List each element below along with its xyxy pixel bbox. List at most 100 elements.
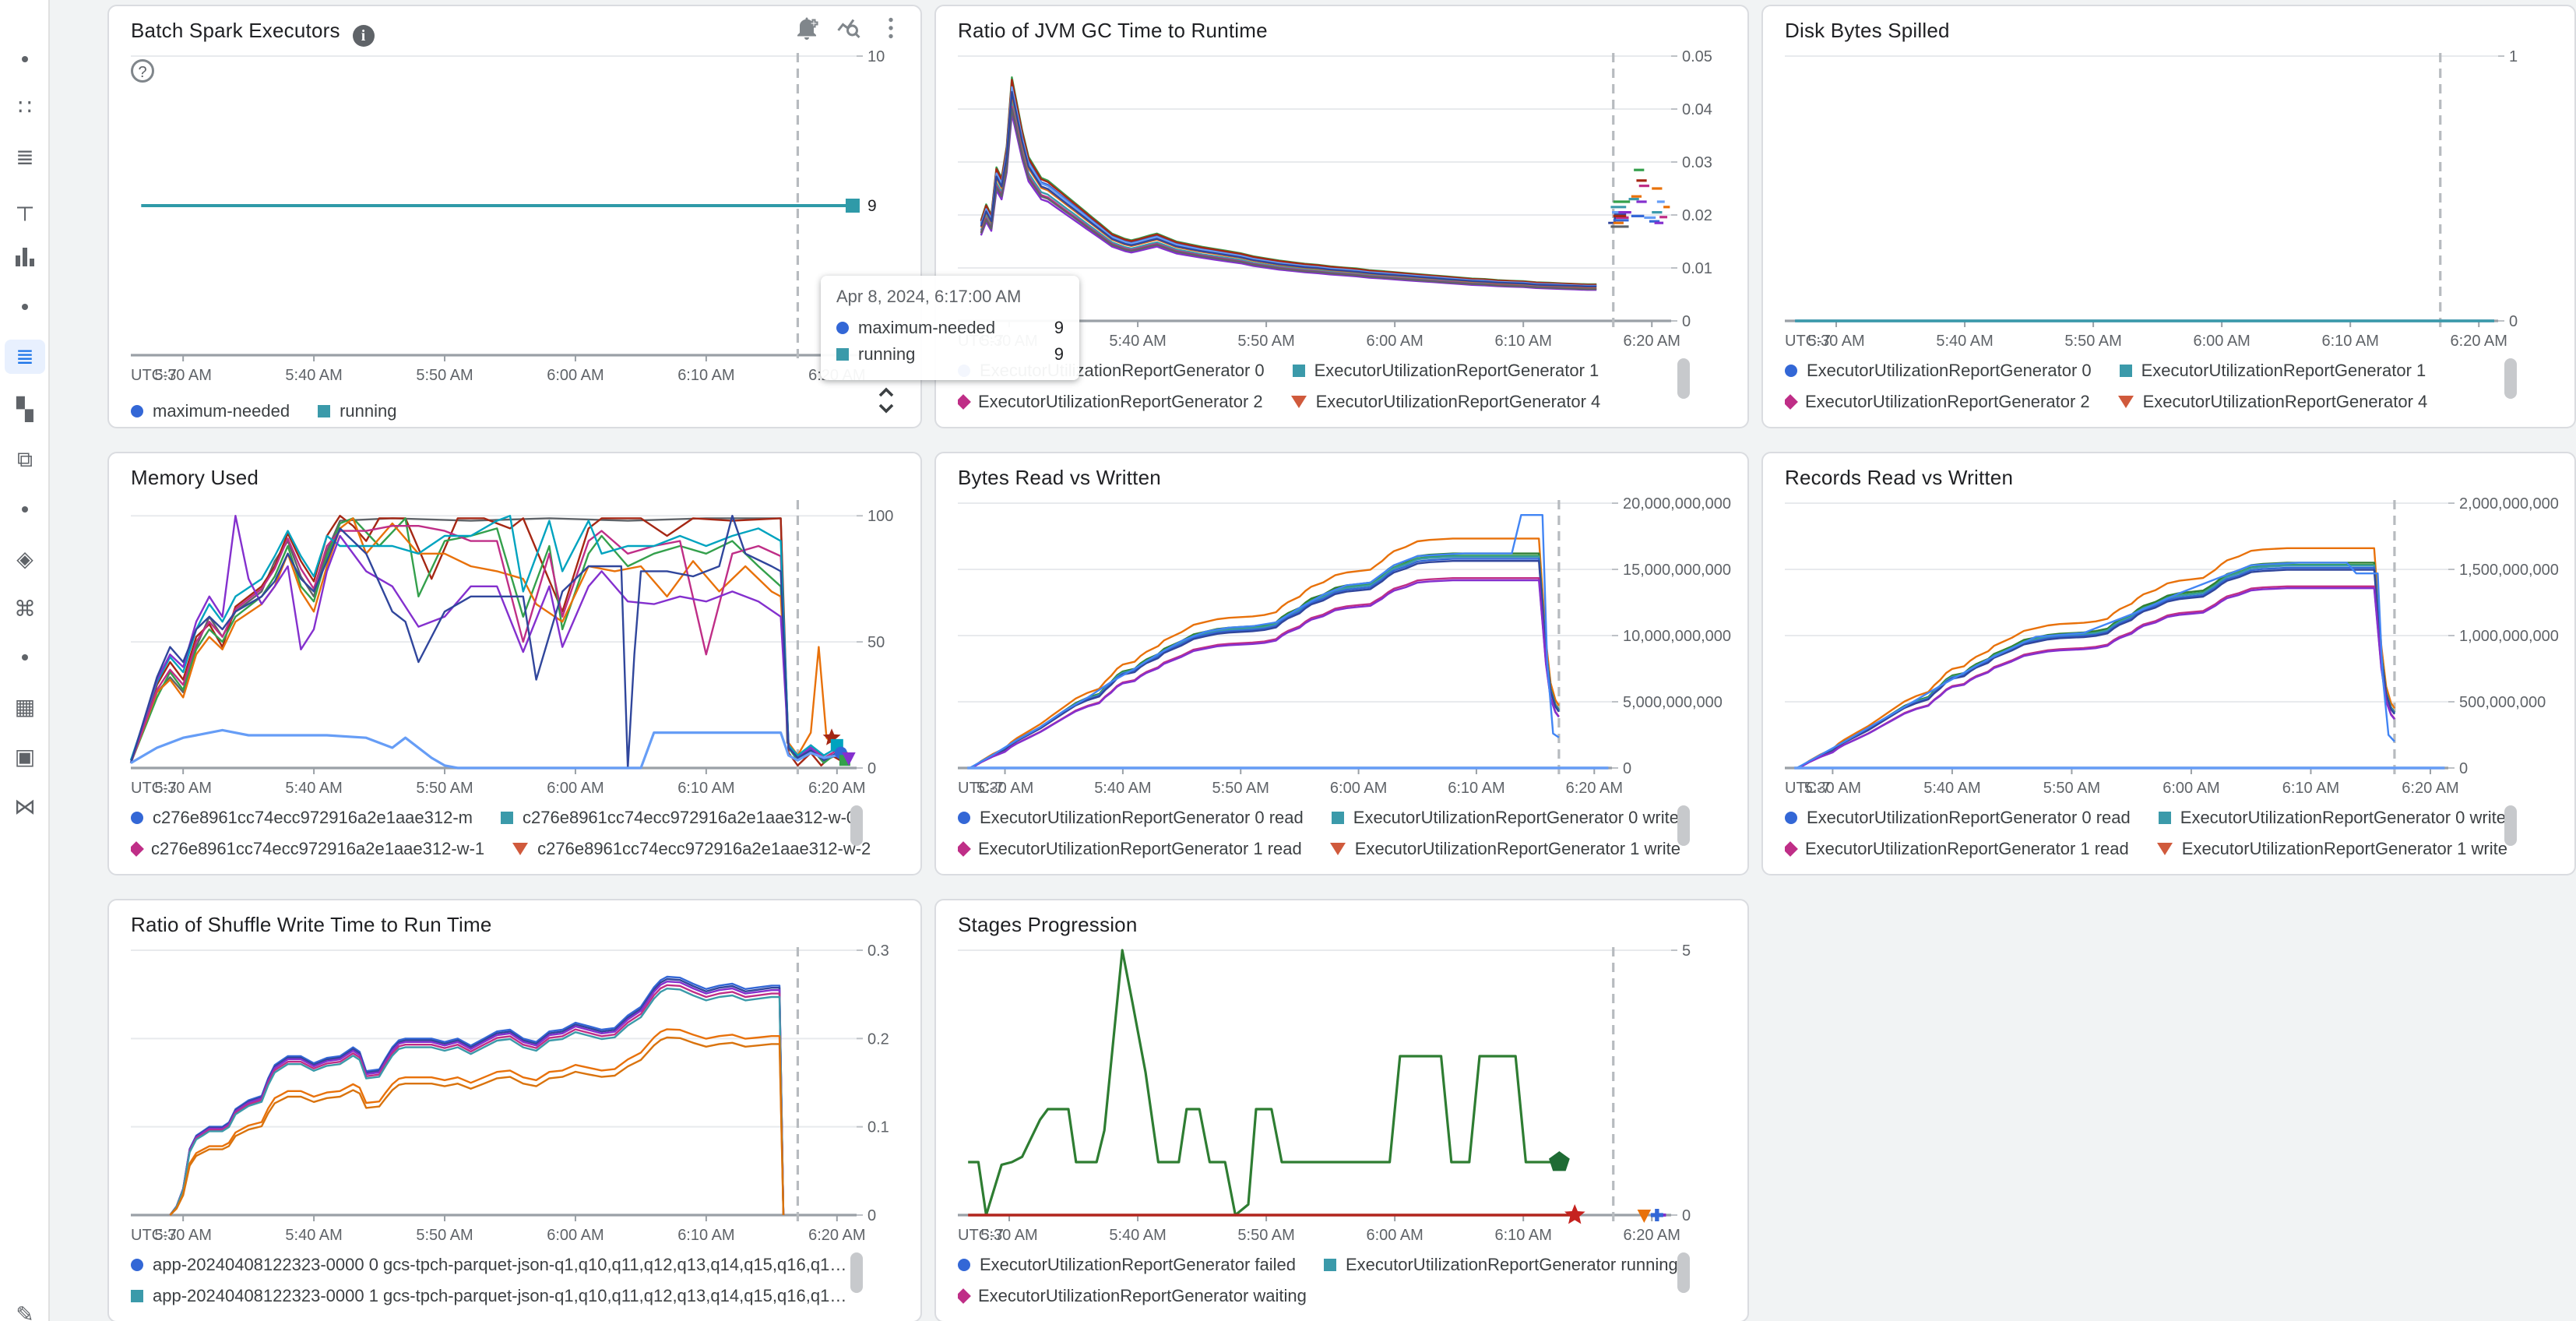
sidebar-item-nav-hierarchy[interactable]: ┬ bbox=[5, 190, 45, 224]
sidebar-item-nav-card[interactable]: ▣ bbox=[5, 740, 45, 774]
panel-title: Batch Spark Executors i bbox=[131, 19, 375, 47]
legend-item[interactable]: ExecutorUtilizationReportGenerator 4 bbox=[1290, 392, 1600, 412]
legend-item[interactable]: ExecutorUtilizationReportGenerator 0 bbox=[1785, 361, 2092, 381]
panel-header: Batch Spark Executors i bbox=[109, 6, 920, 47]
legend-item[interactable]: ExecutorUtilizationReportGenerator 1 bbox=[1292, 361, 1599, 381]
legend-item[interactable]: ExecutorUtilizationReportGenerator waiti… bbox=[958, 1286, 1307, 1306]
chart-plot-bytes-read-written[interactable]: 20,000,000,000 15,000,000,000 10,000,000,0… bbox=[936, 494, 1749, 805]
legend-label: c276e8961cc74ecc972916a2e1aae312-m bbox=[153, 808, 473, 827]
panel-header: Disk Bytes Spilled bbox=[1763, 6, 2574, 47]
svg-text:UTC-7: UTC-7 bbox=[131, 367, 177, 384]
sidebar-item-nav-layers[interactable]: ◈ bbox=[5, 542, 45, 576]
legend-diamond-marker bbox=[958, 394, 971, 410]
legend-item[interactable]: ExecutorUtilizationReportGenerator 0 wri… bbox=[1331, 808, 1679, 828]
panel-header: Records Read vs Written bbox=[1763, 453, 2574, 494]
legend-item[interactable]: ExecutorUtilizationReportGenerator 4 bbox=[2117, 392, 2427, 412]
svg-text:6:10 AM: 6:10 AM bbox=[677, 367, 734, 384]
chart-legend: ExecutorUtilizationReportGenerator 0 Exec… bbox=[1785, 355, 2427, 417]
sidebar-item-nav-blocks[interactable]: ▚ bbox=[5, 393, 45, 427]
legend-item[interactable]: ExecutorUtilizationReportGenerator 0 wri… bbox=[2158, 808, 2506, 828]
legend-square-marker bbox=[2119, 365, 2132, 377]
sidebar-item-nav-bookmark[interactable]: ⋈ bbox=[5, 790, 45, 824]
chart-legend: ExecutorUtilizationReportGenerator 0 rea… bbox=[958, 802, 1680, 865]
legend-item[interactable]: ExecutorUtilizationReportGenerator 1 bbox=[2119, 361, 2426, 381]
svg-text:20,000,000,000: 20,000,000,000 bbox=[1623, 495, 1731, 513]
chart-plot-jvm-gc-ratio[interactable]: 0.050.040.030.020.010UTC-75:30 AM5:40 AM… bbox=[936, 47, 1749, 358]
legend-item[interactable]: ExecutorUtilizationReportGenerator 1 rea… bbox=[958, 839, 1302, 859]
legend-item[interactable]: ExecutorUtilizationReportGenerator 1 wri… bbox=[1329, 839, 1680, 859]
legend-label: ExecutorUtilizationReportGenerator 1 wri… bbox=[1354, 839, 1680, 858]
legend-expand-toggle[interactable] bbox=[877, 386, 896, 414]
sidebar-item-nav-charts[interactable] bbox=[5, 240, 45, 274]
svg-text:5:50 AM: 5:50 AM bbox=[1212, 780, 1269, 797]
legend-item[interactable]: app-20240408122323-0000 1 gcs-tpch-parqu… bbox=[131, 1286, 855, 1306]
sidebar-item-nav-groups[interactable]: ∷ bbox=[5, 90, 45, 125]
layers-icon: ◈ bbox=[16, 547, 33, 571]
svg-text:5:40 AM: 5:40 AM bbox=[1094, 780, 1151, 797]
svg-text:50: 50 bbox=[867, 634, 885, 651]
legend-item[interactable]: ExecutorUtilizationReportGenerator 1 wri… bbox=[2156, 839, 2507, 859]
svg-text:UTC-7: UTC-7 bbox=[958, 780, 1004, 797]
svg-text:6:20 AM: 6:20 AM bbox=[808, 1227, 865, 1244]
chart-plot-shuffle-write-ratio[interactable]: 0.3 0.2 0.1 0 UTC-75:30 AM 5:40 AM 5:50 AM 6:00… bbox=[109, 941, 922, 1252]
hub-icon: ⌘ bbox=[14, 597, 36, 621]
legend-item[interactable]: c276e8961cc74ecc972916a2e1aae312-w-0 bbox=[501, 808, 856, 828]
svg-text:5:30 AM: 5:30 AM bbox=[154, 780, 211, 797]
sidebar-item-nav-flow[interactable]: ⧉ bbox=[5, 442, 45, 477]
sidebar-item-nav-compose[interactable]: ✎ bbox=[5, 1298, 45, 1321]
legend-square-marker bbox=[1331, 812, 1344, 824]
help-icon[interactable]: ? bbox=[131, 59, 154, 83]
legend-item[interactable]: ExecutorUtilizationReportGenerator faile… bbox=[958, 1255, 1296, 1275]
sidebar-item-nav-network[interactable]: ⌘ bbox=[5, 592, 45, 626]
chart-plot-stages-progression[interactable]: 5 0 UTC-75:30 AM 5:40 AM 5:50 AM 6:00 AM 6:10 … bbox=[936, 941, 1749, 1252]
legend-scrollbar[interactable] bbox=[2504, 358, 2517, 399]
blocks-icon: ▚ bbox=[16, 397, 33, 421]
sidebar-item-nav-dot-3[interactable] bbox=[5, 492, 45, 527]
legend-triangle-marker bbox=[1290, 396, 1307, 408]
chart-plot-batch-spark-executors[interactable]: 108UTC-75:30 AM5:40 AM5:50 AM6:00 AM6:10… bbox=[109, 47, 922, 393]
sidebar-item-nav-dot-4[interactable] bbox=[5, 640, 45, 675]
chart-plot-disk-bytes-spilled[interactable]: 1 0 UTC-75:30 AM 5:40 AM 5:50 AM 6:00 AM 6:10 … bbox=[1763, 47, 2576, 358]
legend-circle-marker bbox=[1785, 812, 1797, 824]
chart-plot-memory-used[interactable]: 100 50 0 UTC-75:30 AM 5:40 AM 5:50 AM 6:00 AM 6… bbox=[109, 494, 922, 805]
legend-item[interactable]: c276e8961cc74ecc972916a2e1aae312-m bbox=[131, 808, 473, 828]
svg-text:0: 0 bbox=[2459, 760, 2468, 777]
svg-text:5:40 AM: 5:40 AM bbox=[1109, 1227, 1166, 1244]
svg-text:5:30 AM: 5:30 AM bbox=[977, 780, 1033, 797]
svg-text:6:10 AM: 6:10 AM bbox=[677, 780, 734, 797]
legend-item[interactable]: ExecutorUtilizationReportGenerator 2 bbox=[1785, 392, 2090, 412]
legend-item[interactable]: maximum-needed bbox=[131, 401, 290, 421]
legend-item[interactable]: ExecutorUtilizationReportGenerator 0 rea… bbox=[958, 808, 1304, 828]
sidebar-item-nav-list-1[interactable]: ≣ bbox=[5, 140, 45, 174]
legend-scrollbar[interactable] bbox=[850, 1252, 863, 1293]
legend-scrollbar[interactable] bbox=[2504, 805, 2517, 846]
sidebar-item-nav-dot-2[interactable] bbox=[5, 290, 45, 324]
chart-plot-records-read-written[interactable]: 2,000,000,000 1,500,000,000 1,000,000,000 5… bbox=[1763, 494, 2576, 805]
explore-chart-icon[interactable] bbox=[835, 14, 863, 42]
legend-item[interactable]: app-20240408122323-0000 0 gcs-tpch-parqu… bbox=[131, 1255, 855, 1275]
sidebar-item-nav-dot-1[interactable] bbox=[5, 42, 45, 76]
sidebar-item-nav-grid[interactable]: ▦ bbox=[5, 690, 45, 724]
svg-text:UTC-7: UTC-7 bbox=[131, 1227, 177, 1244]
more-vert-icon[interactable] bbox=[877, 14, 905, 42]
svg-text:0: 0 bbox=[1682, 1207, 1691, 1224]
legend-item[interactable]: ExecutorUtilizationReportGenerator 2 bbox=[958, 392, 1263, 412]
sidebar-item-nav-dashboards[interactable]: ≣ bbox=[5, 340, 45, 374]
legend-scrollbar[interactable] bbox=[1677, 358, 1690, 399]
legend-square-marker bbox=[1323, 1259, 1336, 1271]
legend-scrollbar[interactable] bbox=[1677, 1252, 1690, 1293]
tooltip-circle-marker bbox=[836, 322, 849, 334]
legend-item[interactable]: running bbox=[318, 401, 396, 421]
alert-bell-icon[interactable] bbox=[793, 14, 821, 42]
legend-item[interactable]: c276e8961cc74ecc972916a2e1aae312-w-2 bbox=[512, 839, 871, 859]
legend-item[interactable]: c276e8961cc74ecc972916a2e1aae312-w-1 bbox=[131, 839, 484, 859]
svg-text:0: 0 bbox=[1682, 313, 1691, 330]
legend-scrollbar[interactable] bbox=[1677, 805, 1690, 846]
info-icon[interactable]: i bbox=[352, 25, 375, 47]
legend-scrollbar[interactable] bbox=[850, 805, 863, 846]
legend-item[interactable]: ExecutorUtilizationReportGenerator 0 rea… bbox=[1785, 808, 2131, 828]
legend-item[interactable]: ExecutorUtilizationReportGenerator runni… bbox=[1323, 1255, 1678, 1275]
svg-text:0.3: 0.3 bbox=[867, 942, 889, 960]
legend-item[interactable]: ExecutorUtilizationReportGenerator 1 rea… bbox=[1785, 839, 2129, 859]
